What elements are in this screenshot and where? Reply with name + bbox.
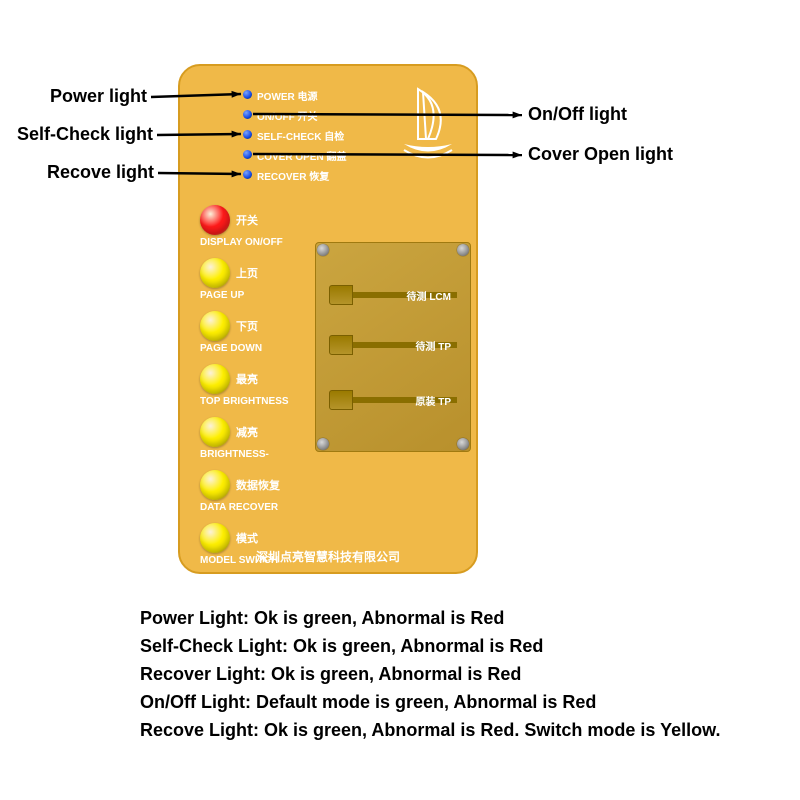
brightness--button[interactable] bbox=[200, 417, 230, 447]
model-switch-label-en: MODEL SWITCH bbox=[200, 555, 278, 566]
page-down-label-en: PAGE DOWN bbox=[200, 343, 262, 354]
screw-icon bbox=[457, 438, 469, 450]
callout-arrow-icon bbox=[243, 104, 532, 125]
screw-icon bbox=[317, 244, 329, 256]
page-down-button[interactable] bbox=[200, 311, 230, 341]
callout-arrow-icon bbox=[147, 124, 251, 145]
flex-connector: 原装 TP bbox=[329, 390, 457, 410]
model-switch-button[interactable] bbox=[200, 523, 230, 553]
display-onoff-label-cn: 开关 bbox=[236, 212, 258, 228]
model-switch-label-cn: 模式 bbox=[236, 530, 258, 546]
page-down-label-cn: 下页 bbox=[236, 318, 258, 334]
callout-label: Power light bbox=[50, 86, 147, 107]
page-up-label-cn: 上页 bbox=[236, 265, 258, 281]
screw-icon bbox=[457, 244, 469, 256]
flex-connector: 待测 TP bbox=[329, 335, 457, 355]
screw-icon bbox=[317, 438, 329, 450]
data-recover-label-en: DATA RECOVER bbox=[200, 502, 278, 513]
callout-label: Recove light bbox=[47, 162, 154, 183]
callout-arrow-icon bbox=[148, 163, 251, 184]
description-line: On/Off Light: Default mode is green, Abn… bbox=[140, 689, 720, 717]
callout-label: On/Off light bbox=[528, 104, 627, 125]
flex-label: 原装 TP bbox=[415, 393, 451, 408]
brightness--label-cn: 减亮 bbox=[236, 424, 258, 440]
led-label-selfcheck: SELF-CHECK 自检 bbox=[257, 128, 344, 143]
top-brightness-label-en: TOP BRIGHTNESS bbox=[200, 396, 289, 407]
description-line: Recove Light: Ok is green, Abnormal is R… bbox=[140, 717, 720, 745]
callout-arrow-icon bbox=[141, 84, 251, 107]
top-brightness-label-cn: 最亮 bbox=[236, 371, 258, 387]
description-block: Power Light: Ok is green, Abnormal is Re… bbox=[140, 605, 720, 744]
led-label-power: POWER 电源 bbox=[257, 88, 318, 103]
description-line: Self-Check Light: Ok is green, Abnormal … bbox=[140, 633, 720, 661]
callout-arrow-icon bbox=[243, 144, 532, 165]
data-recover-label-cn: 数据恢复 bbox=[236, 477, 280, 493]
page-up-label-en: PAGE UP bbox=[200, 290, 244, 301]
flex-label: 待测 LCM bbox=[407, 288, 451, 303]
callout-label: Cover Open light bbox=[528, 144, 673, 165]
display-onoff-button[interactable] bbox=[200, 205, 230, 235]
description-line: Recover Light: Ok is green, Abnormal is … bbox=[140, 661, 720, 689]
page-up-button[interactable] bbox=[200, 258, 230, 288]
display-onoff-label-en: DISPLAY ON/OFF bbox=[200, 237, 283, 248]
data-recover-button[interactable] bbox=[200, 470, 230, 500]
flex-connector: 待测 LCM bbox=[329, 285, 457, 305]
callout-label: Self-Check light bbox=[17, 124, 153, 145]
brightness--label-en: BRIGHTNESS- bbox=[200, 449, 269, 460]
led-label-recover: RECOVER 恢复 bbox=[257, 168, 329, 183]
top-brightness-button[interactable] bbox=[200, 364, 230, 394]
flex-label: 待测 TP bbox=[415, 338, 451, 353]
description-line: Power Light: Ok is green, Abnormal is Re… bbox=[140, 605, 720, 633]
